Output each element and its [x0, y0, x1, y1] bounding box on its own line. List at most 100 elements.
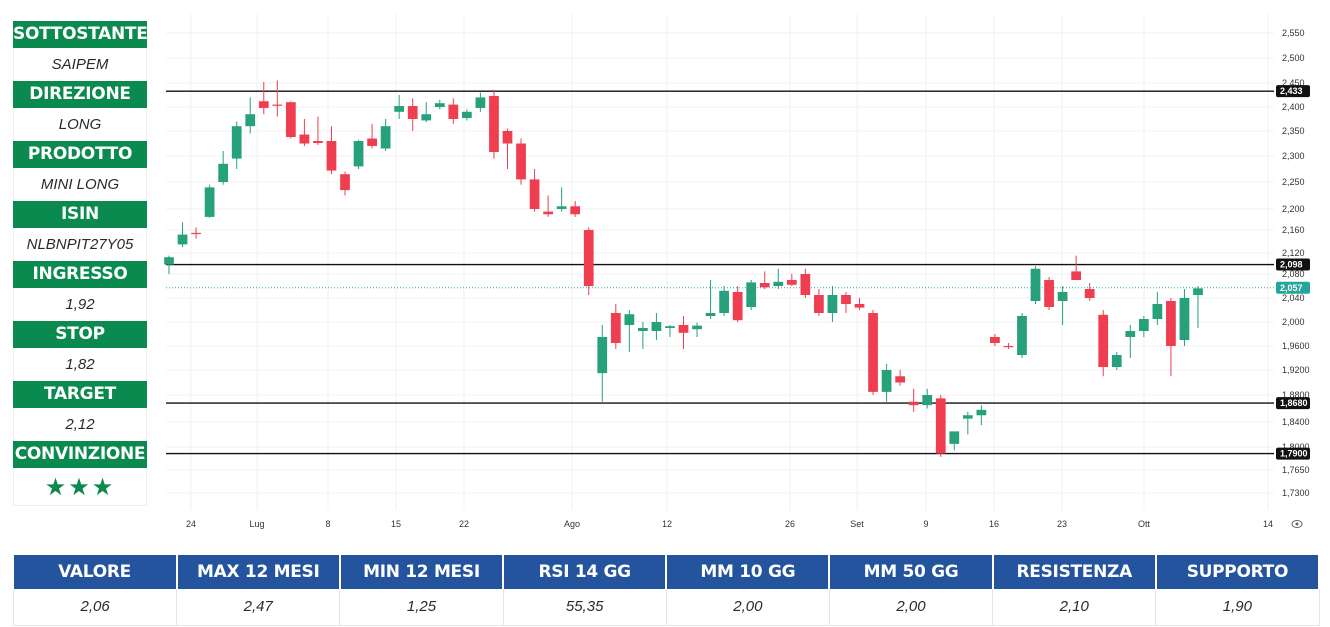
y-tick-label: 2,400	[1282, 102, 1305, 112]
y-tick-label: 2,160	[1282, 225, 1305, 235]
candle	[1044, 277, 1054, 310]
candle-body	[908, 401, 919, 406]
candle	[610, 304, 621, 349]
candle	[285, 101, 296, 139]
candle-body	[516, 143, 526, 180]
candle	[218, 151, 229, 185]
candle	[935, 395, 946, 457]
info-value-stop: 1,82	[13, 348, 147, 381]
candle-body	[1071, 271, 1082, 280]
candle	[922, 388, 933, 409]
candle-body	[570, 206, 581, 215]
candle-body	[380, 126, 391, 149]
candle-body	[475, 97, 486, 108]
candle-body	[868, 313, 878, 392]
candle	[529, 169, 540, 212]
candle	[746, 280, 757, 310]
info-label-convinzione: CONVINZIONE	[13, 441, 147, 468]
candle-body	[448, 104, 459, 119]
candle	[624, 310, 635, 352]
x-tick-label: 16	[989, 519, 999, 529]
y-tick-label: 2,550	[1282, 28, 1305, 38]
y-tick-label: 2,200	[1282, 204, 1305, 214]
y-tick-label: 2,250	[1282, 177, 1305, 187]
candle	[962, 411, 973, 435]
stats-value-max12: 2,47	[176, 589, 341, 626]
candle	[854, 298, 865, 310]
candle-body	[299, 134, 310, 144]
y-tick-label: 1,7300	[1282, 488, 1310, 498]
x-tick-label: 12	[662, 519, 672, 529]
candle	[502, 128, 513, 169]
candle	[814, 289, 824, 316]
candle-body	[245, 114, 256, 127]
candle-body	[353, 141, 364, 167]
candle-body	[746, 282, 757, 307]
candle-body	[678, 325, 689, 333]
candle	[719, 286, 729, 316]
stats-header-rsi14: RSI 14 GG	[503, 555, 668, 589]
candle	[313, 116, 323, 145]
info-label-stop: STOP	[13, 321, 147, 348]
candle	[570, 200, 581, 217]
stats-header-max12: MAX 12 MESI	[176, 555, 341, 589]
candle	[759, 271, 770, 289]
x-axis: 24 Lug 8 15 22 Ago 12 26 Set 9 16 23 Ott 14	[186, 519, 1273, 529]
candle-body	[1098, 314, 1109, 367]
candle-body	[665, 326, 675, 328]
level-tag	[1276, 397, 1310, 410]
candle-body	[313, 141, 323, 143]
candle-body	[1193, 288, 1203, 295]
candle	[258, 82, 269, 115]
settings-icon[interactable]	[1291, 520, 1303, 528]
candle-body	[556, 206, 567, 209]
candle	[380, 119, 391, 151]
candle-body	[1125, 331, 1136, 337]
candle	[556, 187, 567, 212]
x-tick-label: 14	[1263, 519, 1273, 529]
candle	[665, 325, 675, 337]
y-tick-label: 2,500	[1282, 53, 1305, 63]
info-label-prodotto: PRODOTTO	[13, 141, 147, 168]
info-value-isin: NLBNPIT27Y05	[13, 228, 147, 261]
candle-body	[732, 292, 743, 321]
candle	[881, 364, 892, 402]
candle-body	[272, 104, 283, 106]
x-tick-label: 24	[186, 519, 196, 529]
candle	[543, 195, 553, 217]
candle-body	[529, 179, 540, 209]
candlestick-chart: 2,550 2,500 2,450 2,400 2,350 2,300 2,250 2,200…	[164, 14, 1310, 529]
candle	[407, 98, 418, 131]
candle-body	[881, 370, 892, 392]
candle-body	[218, 163, 229, 182]
candle-body	[841, 295, 851, 304]
candle	[1125, 325, 1136, 358]
candle-body	[800, 274, 811, 295]
candle-body	[1003, 346, 1014, 348]
candle	[583, 227, 594, 295]
info-label-isin: ISIN	[13, 201, 147, 228]
candle-body	[204, 187, 215, 217]
x-tick-label: Ott	[1138, 519, 1151, 529]
y-tick-label: 2,000	[1282, 317, 1305, 327]
candle-body	[597, 337, 608, 374]
info-value-target: 2,12	[13, 408, 147, 441]
candle-body	[638, 328, 648, 331]
candle	[245, 97, 256, 134]
conviction-stars: ★★★	[13, 468, 147, 506]
info-value-direzione: LONG	[13, 108, 147, 141]
candle-body	[773, 281, 784, 286]
level-tag	[1276, 447, 1310, 460]
candle-body	[285, 102, 296, 137]
stats-header-mm50: MM 50 GG	[829, 555, 994, 589]
level-tag	[1276, 85, 1310, 98]
candle-body	[177, 234, 188, 245]
last-price-tag	[1276, 281, 1310, 294]
candle-body	[651, 322, 662, 331]
candle	[1084, 283, 1095, 301]
info-value-prodotto: MINI LONG	[13, 168, 147, 201]
candle	[678, 316, 689, 349]
x-tick-label: 8	[325, 519, 330, 529]
candle	[204, 184, 215, 218]
level-lines	[166, 90, 1274, 455]
